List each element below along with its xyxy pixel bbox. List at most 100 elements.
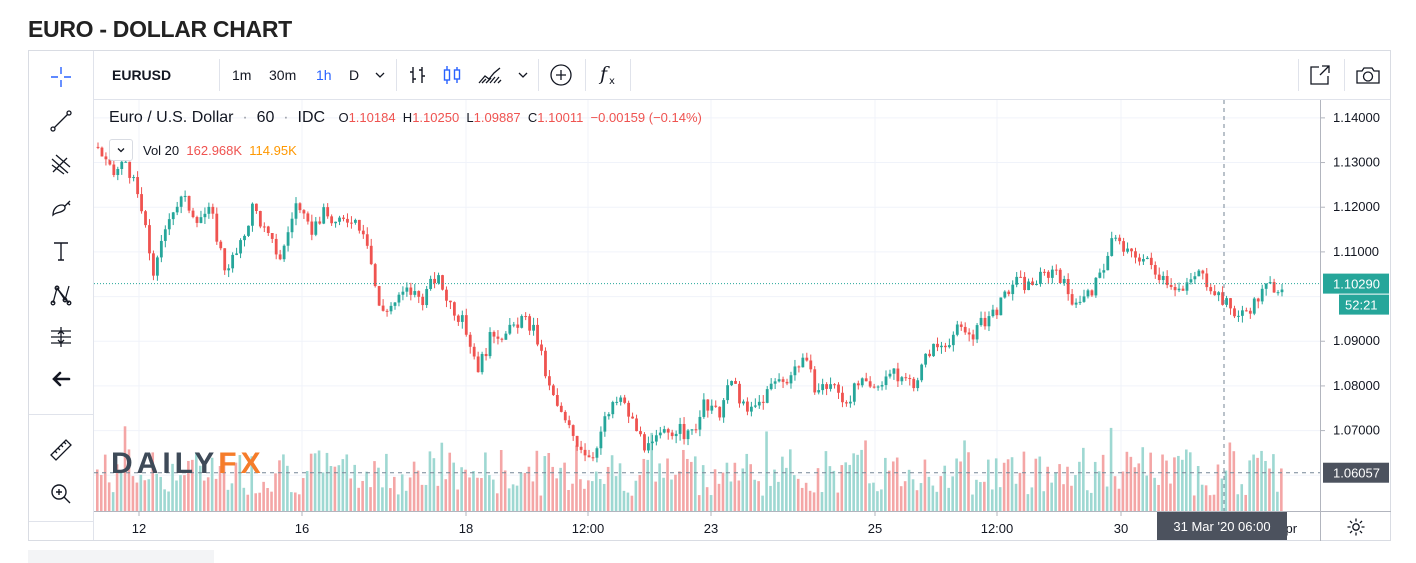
- series-legend: Euro / U.S. Dollar · 60 · IDC O1.10184 H…: [109, 109, 702, 126]
- volume-bar: [796, 478, 800, 511]
- candle-body: [353, 219, 357, 223]
- fib-pitchfork-icon[interactable]: [41, 148, 81, 180]
- candle-body: [1149, 257, 1153, 266]
- volume-bar: [769, 485, 772, 511]
- candles-icon[interactable]: [441, 51, 463, 99]
- legend-collapse-toggle[interactable]: [109, 139, 133, 161]
- brush-icon[interactable]: [41, 192, 81, 224]
- volume-bar: [495, 493, 499, 511]
- chart-settings-gear-icon[interactable]: [1320, 511, 1391, 541]
- candle-body: [1197, 270, 1201, 277]
- volume-bar: [472, 471, 475, 511]
- volume-bar: [947, 487, 950, 511]
- candle-body: [1126, 248, 1129, 252]
- volume-bar: [745, 453, 749, 511]
- price-axis[interactable]: 1.14000 1.13000 1.12000 1.11000 1.09000 1.080…: [1320, 100, 1391, 511]
- chart-pane[interactable]: [94, 100, 1320, 511]
- compare-add-icon[interactable]: [549, 51, 573, 99]
- candle-body: [563, 411, 567, 421]
- candle-body: [690, 429, 694, 431]
- volume-bar: [856, 454, 859, 511]
- interval-dropdown-icon[interactable]: [374, 51, 386, 99]
- candle-body: [920, 364, 924, 381]
- volume-bar: [424, 484, 428, 511]
- candle-body: [401, 291, 405, 295]
- volume-bar: [373, 461, 376, 511]
- candle-body: [1110, 238, 1114, 256]
- candle-body: [270, 233, 274, 239]
- volume-bar: [579, 479, 582, 511]
- interval-1m[interactable]: 1m: [232, 67, 252, 83]
- candle-body: [1078, 301, 1082, 303]
- candle-body: [508, 324, 512, 334]
- volume-bar: [903, 481, 907, 511]
- candle-body: [421, 296, 425, 306]
- candle-body: [1118, 237, 1122, 242]
- candle-body: [1142, 259, 1145, 262]
- interval-1h[interactable]: 1h: [316, 67, 332, 83]
- volume-bar: [234, 462, 238, 511]
- candle-body: [658, 432, 662, 436]
- volume-bar: [191, 459, 194, 511]
- candle-body: [944, 345, 947, 348]
- text-icon[interactable]: [41, 235, 81, 267]
- volume-bar: [1244, 494, 1247, 511]
- volume-bar: [1133, 467, 1137, 511]
- symbol-search[interactable]: EURUSD: [112, 67, 172, 83]
- fullscreen-popout-icon[interactable]: [1308, 51, 1332, 99]
- candle-body: [128, 161, 132, 178]
- candle-body: [318, 221, 322, 224]
- volume-bar: [895, 457, 899, 511]
- candle-body: [837, 384, 840, 393]
- volume-bar: [492, 479, 495, 511]
- interval-d[interactable]: D: [349, 67, 360, 83]
- candle-body: [1177, 288, 1181, 291]
- volume-bar: [511, 484, 515, 511]
- volume-bar: [1058, 464, 1061, 511]
- area-icon[interactable]: [477, 51, 503, 99]
- candle-body: [199, 217, 203, 223]
- candle-body: [603, 416, 607, 432]
- volume-bar: [955, 458, 958, 511]
- candle-body: [1272, 282, 1276, 293]
- volume-bar: [1086, 490, 1089, 511]
- zoom-in-icon[interactable]: [41, 478, 81, 510]
- candle-body: [801, 357, 805, 368]
- volume-bar: [147, 479, 151, 511]
- countdown-tag: [1339, 294, 1389, 315]
- candle-body: [433, 278, 436, 284]
- prediction-icon[interactable]: [41, 321, 81, 353]
- volume-bar: [214, 478, 218, 511]
- volume-bar: [864, 440, 867, 511]
- pattern-icon[interactable]: [41, 279, 81, 311]
- candle-body: [765, 389, 769, 403]
- trend-line-icon[interactable]: [41, 105, 81, 137]
- ruler-icon[interactable]: [41, 434, 81, 466]
- volume-bar: [1070, 485, 1073, 511]
- volume-bar: [1145, 475, 1148, 511]
- volume-bar: [218, 466, 222, 511]
- legend-symbol-name[interactable]: Euro / U.S. Dollar: [109, 109, 234, 126]
- camera-icon[interactable]: [1355, 51, 1381, 99]
- candle-body: [876, 386, 880, 388]
- volume-bar: [278, 460, 281, 511]
- chart-type-dropdown-icon[interactable]: [517, 51, 529, 99]
- bars-icon[interactable]: [407, 51, 429, 99]
- volume-bar: [1034, 458, 1038, 511]
- interval-30m[interactable]: 30m: [269, 67, 297, 83]
- volume-bar: [171, 463, 174, 511]
- candle-body: [654, 435, 658, 442]
- volume-bar: [911, 479, 915, 511]
- candle-body: [548, 376, 551, 386]
- toolbar-divider: [29, 414, 93, 415]
- candle-body: [1241, 310, 1244, 316]
- crosshair-icon[interactable]: [41, 61, 81, 93]
- arrow-back-icon[interactable]: [41, 363, 81, 395]
- candle-body: [611, 402, 615, 415]
- volume-bar: [749, 464, 752, 511]
- last-price-label: 1.10290: [1333, 277, 1380, 292]
- volume-bar: [1066, 466, 1069, 511]
- candle-body: [971, 334, 975, 340]
